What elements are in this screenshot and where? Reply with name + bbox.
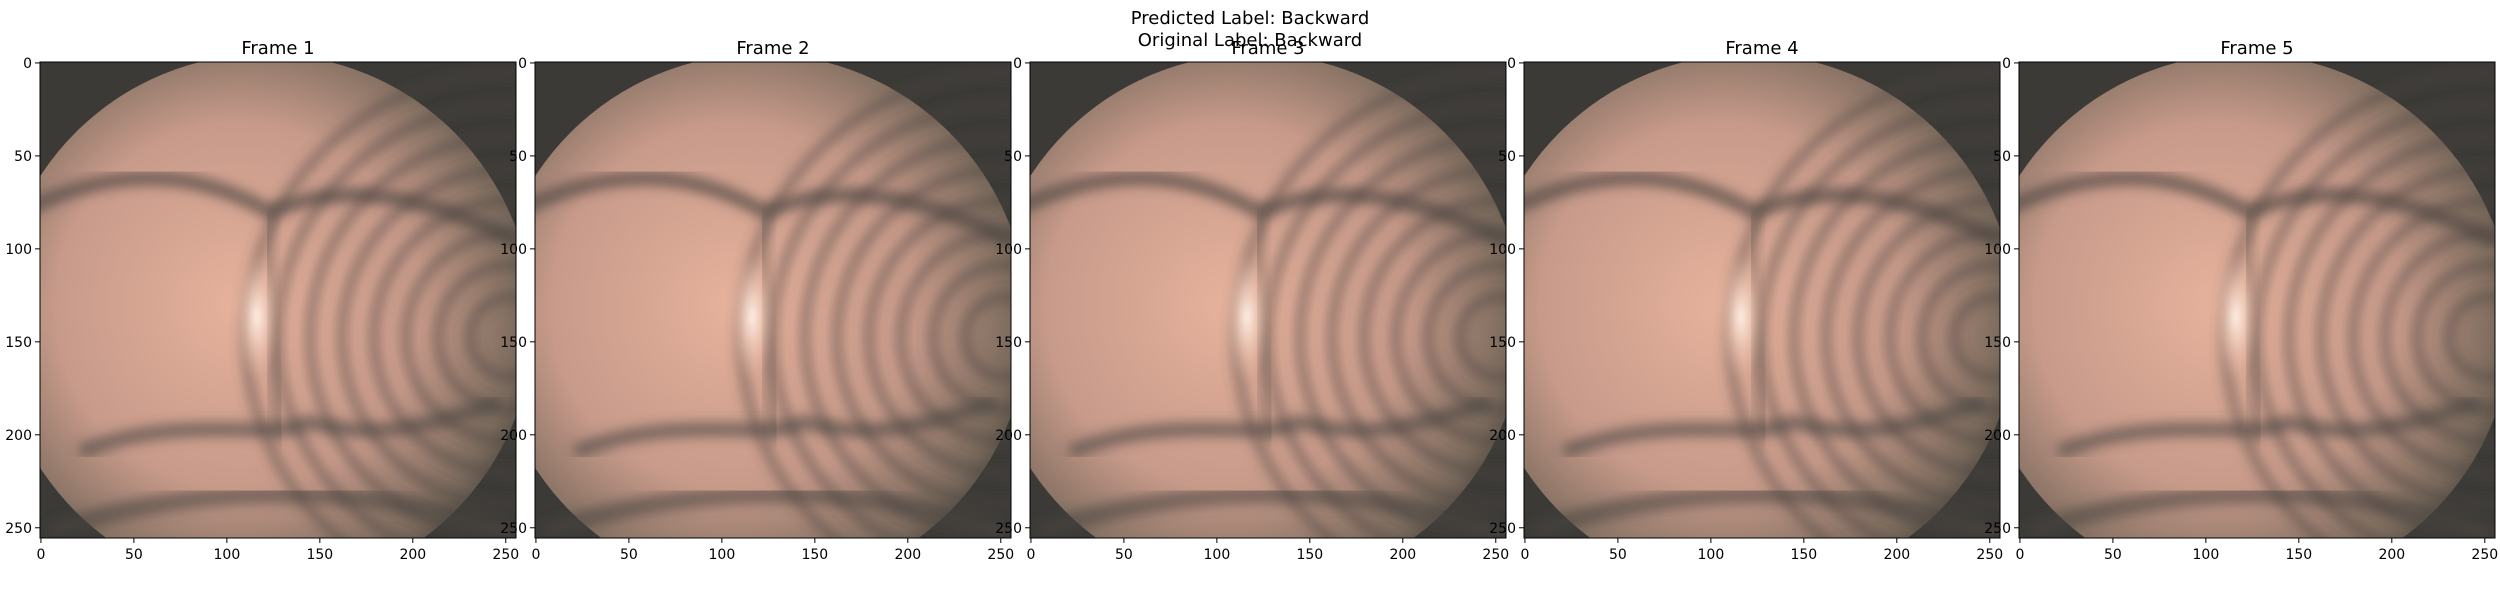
endoscopy-image — [1030, 62, 1506, 538]
endoscopy-image — [2019, 62, 2495, 538]
y-tick-label: 150 — [995, 335, 1022, 351]
y-tick-label: 150 — [5, 335, 32, 351]
frame-title: Frame 3 — [1231, 38, 1304, 59]
x-tick-label: 200 — [894, 547, 921, 563]
x-tick-label: 250 — [1482, 547, 1509, 563]
axes-frame — [39, 61, 517, 539]
y-tick-label: 200 — [5, 428, 32, 444]
x-tick-label: 250 — [987, 547, 1014, 563]
x-tick-label: 50 — [620, 547, 638, 563]
x-tick-label: 50 — [125, 547, 143, 563]
x-tick-label: 100 — [1204, 547, 1231, 563]
y-tick-label: 100 — [500, 242, 527, 258]
y-tick-label: 100 — [1984, 242, 2011, 258]
y-tick-label: 200 — [995, 428, 1022, 444]
y-tick-label: 0 — [23, 56, 32, 72]
y-tick-label: 0 — [2002, 56, 2011, 72]
y-tick-label: 100 — [5, 242, 32, 258]
y-tick-label: 250 — [1489, 521, 1516, 537]
y-tick-label: 250 — [5, 521, 32, 537]
x-tick-label: 250 — [1976, 547, 2003, 563]
endoscopy-image — [1524, 62, 2000, 538]
x-tick-label: 100 — [2193, 547, 2220, 563]
y-tick-label: 150 — [1984, 335, 2011, 351]
y-tick-label: 100 — [995, 242, 1022, 258]
y-tick-label: 50 — [1004, 149, 1022, 165]
x-tick-label: 50 — [1609, 547, 1627, 563]
x-tick-label: 100 — [1698, 547, 1725, 563]
y-tick-label: 100 — [1489, 242, 1516, 258]
y-tick-label: 50 — [509, 149, 527, 165]
y-tick-label: 0 — [1013, 56, 1022, 72]
y-tick-label: 200 — [1984, 428, 2011, 444]
axes-frame — [1523, 61, 2001, 539]
x-tick-label: 250 — [2471, 547, 2498, 563]
x-tick-label: 200 — [1883, 547, 1910, 563]
frame-title: Frame 1 — [241, 38, 314, 59]
x-tick-label: 0 — [2015, 547, 2024, 563]
y-tick-label: 150 — [1489, 335, 1516, 351]
x-tick-label: 150 — [1790, 547, 1817, 563]
y-tick-label: 0 — [518, 56, 527, 72]
x-tick-label: 50 — [2104, 547, 2122, 563]
x-tick-label: 150 — [2285, 547, 2312, 563]
x-tick-label: 200 — [1389, 547, 1416, 563]
x-tick-label: 150 — [1296, 547, 1323, 563]
x-tick-label: 0 — [1520, 547, 1529, 563]
x-tick-label: 200 — [399, 547, 426, 563]
x-tick-label: 0 — [531, 547, 540, 563]
axes-frame — [1029, 61, 1507, 539]
y-tick-label: 250 — [500, 521, 527, 537]
y-tick-label: 50 — [1993, 149, 2011, 165]
y-tick-label: 150 — [500, 335, 527, 351]
frame-title: Frame 4 — [1725, 38, 1798, 59]
y-tick-label: 250 — [995, 521, 1022, 537]
x-tick-label: 250 — [492, 547, 519, 563]
y-tick-label: 50 — [1498, 149, 1516, 165]
x-tick-label: 100 — [214, 547, 241, 563]
original-label-text: Original Label: Backward — [1137, 30, 1363, 51]
y-tick-label: 200 — [500, 428, 527, 444]
endoscopy-image — [535, 62, 1011, 538]
axes-frame — [534, 61, 1012, 539]
x-tick-label: 200 — [2378, 547, 2405, 563]
frame-title: Frame 2 — [736, 38, 809, 59]
axes-frame — [2018, 61, 2496, 539]
x-tick-label: 100 — [709, 547, 736, 563]
x-tick-label: 0 — [36, 547, 45, 563]
x-tick-label: 150 — [801, 547, 828, 563]
figure-suptitle: Predicted Label: Backward Original Label… — [0, 8, 2500, 52]
x-tick-label: 150 — [306, 547, 333, 563]
frame-title: Frame 5 — [2220, 38, 2293, 59]
y-tick-label: 250 — [1984, 521, 2011, 537]
y-tick-label: 0 — [1507, 56, 1516, 72]
x-tick-label: 0 — [1026, 547, 1035, 563]
endoscopy-image — [40, 62, 516, 538]
predicted-label-text: Predicted Label: Backward — [1130, 8, 1370, 29]
x-tick-label: 50 — [1115, 547, 1133, 563]
y-tick-label: 50 — [14, 149, 32, 165]
y-tick-label: 200 — [1489, 428, 1516, 444]
